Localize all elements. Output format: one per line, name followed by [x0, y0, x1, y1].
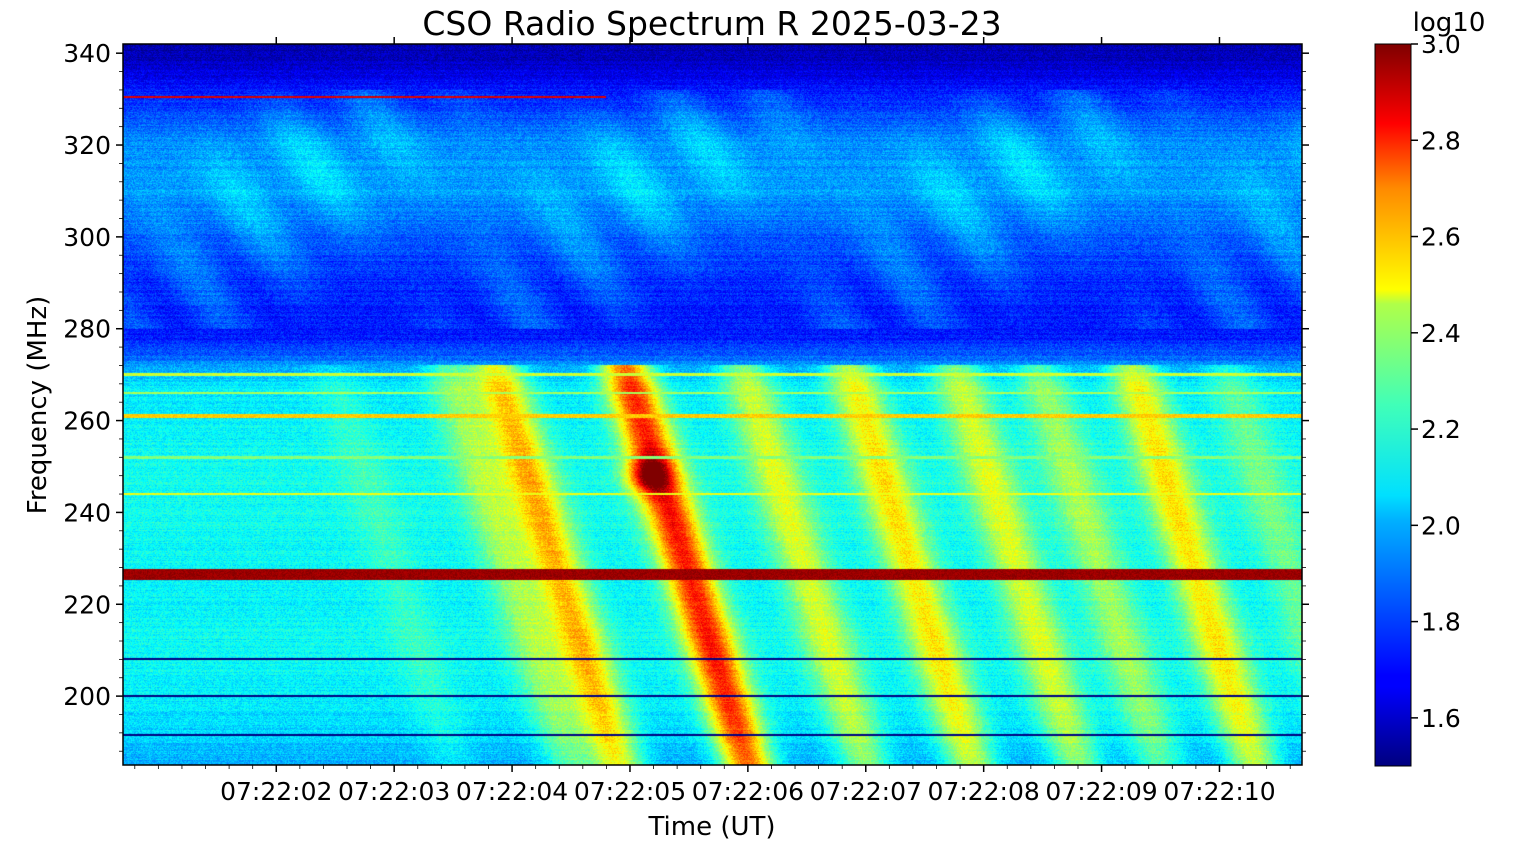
colorbar-tick-label: 2.2 [1421, 415, 1461, 444]
x-tick-label: 07:22:10 [1163, 777, 1275, 806]
x-tick-label: 07:22:04 [456, 777, 568, 806]
colorbar-label: log10 [1413, 8, 1486, 38]
colorbar-tick-label: 3.0 [1421, 30, 1461, 59]
x-axis-label: Time (UT) [647, 812, 775, 842]
y-tick-label: 240 [63, 498, 111, 527]
colorbar-tick-label: 2.6 [1421, 223, 1461, 252]
x-tick-label: 07:22:03 [338, 777, 450, 806]
x-tick-label: 07:22:08 [928, 777, 1040, 806]
x-tick-label: 07:22:09 [1045, 777, 1157, 806]
y-tick-label: 340 [63, 39, 111, 68]
colorbar-tick-label: 1.8 [1421, 608, 1461, 637]
y-tick-label: 280 [63, 315, 111, 344]
y-tick-label: 220 [63, 590, 111, 619]
plot-area [122, 43, 1303, 766]
x-tick-label: 07:22:05 [574, 777, 686, 806]
heatmap-image [123, 44, 1302, 765]
colorbar-ticks: 1.6 1.8 2.0 2.2 2.4 2.6 2.8 3.0 [1411, 30, 1461, 733]
y-tick-label: 200 [63, 682, 111, 711]
y-tick-label: 260 [63, 407, 111, 436]
chart-title: CSO Radio Spectrum R 2025-03-23 [422, 4, 1001, 43]
y-tick-label: 320 [63, 131, 111, 160]
plot-frame [122, 43, 1303, 766]
colorbar-tick-label: 2.8 [1421, 126, 1461, 155]
colorbar-tick-label: 2.0 [1421, 511, 1461, 540]
x-axis: 07:22:02 07:22:03 07:22:04 07:22:05 07:22:06… [134, 37, 1291, 806]
colorbar: log10 1.6 1.8 2.0 2.2 2.4 2.6 2.8 3.0 [1374, 8, 1486, 767]
x-tick-label: 07:22:07 [810, 777, 922, 806]
x-tick-label: 07:22:02 [220, 777, 332, 806]
colorbar-tick-label: 1.6 [1421, 704, 1461, 733]
y-tick-label: 300 [63, 223, 111, 252]
colorbar-gradient [1374, 43, 1412, 767]
y-axis-label: Frequency (MHz) [23, 296, 53, 515]
x-tick-label: 07:22:06 [692, 777, 804, 806]
y-axis: 200 220 240 260 280 300 320 340 [63, 39, 1309, 752]
colorbar-tick-label: 2.4 [1421, 319, 1461, 348]
